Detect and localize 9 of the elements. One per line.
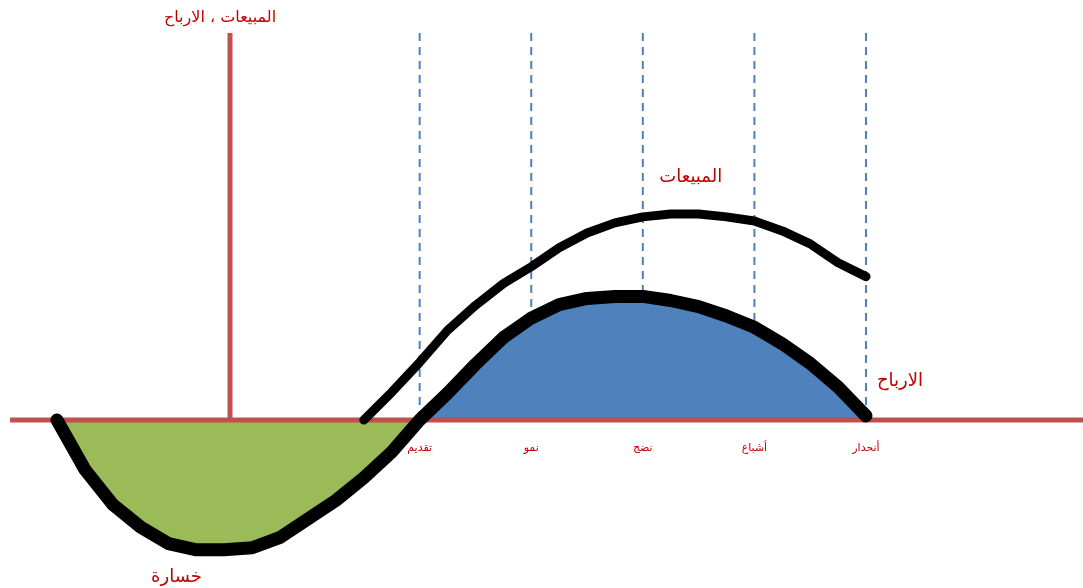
- x-tick-label: أنحدار: [851, 440, 880, 454]
- text: المبيعات ، الارباح: [163, 7, 277, 27]
- series-label: الارباح: [876, 368, 924, 391]
- series-label: خسارة: [151, 564, 202, 586]
- x-tick-label: أشباع: [741, 440, 768, 454]
- x-tick-label: نضج: [632, 441, 653, 454]
- series-label: المبيعات: [659, 165, 723, 186]
- x-tick-label: تقديم: [407, 441, 433, 454]
- x-tick-label: نمو: [522, 441, 539, 454]
